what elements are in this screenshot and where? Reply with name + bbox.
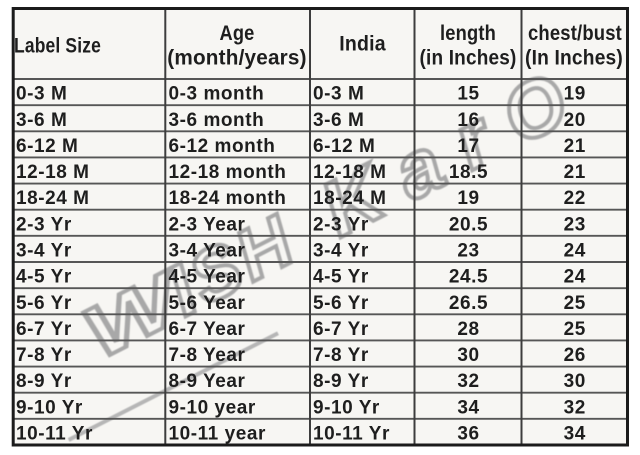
svg-text:3-6 M: 3-6 M [313,110,364,131]
svg-text:length: length [440,22,496,45]
svg-text:12-18 month: 12-18 month [169,162,287,183]
svg-text:25: 25 [564,293,586,314]
svg-text:20.5: 20.5 [449,214,488,235]
svg-text:6-12 M: 6-12 M [16,136,78,157]
svg-text:25: 25 [564,319,586,340]
svg-text:28: 28 [457,319,479,340]
svg-text:24.5: 24.5 [449,267,488,288]
svg-text:0-3 M: 0-3 M [16,84,67,105]
svg-text:2-3 Yr: 2-3 Yr [313,214,369,235]
svg-text:6-12 M: 6-12 M [313,136,375,157]
svg-text:8-9 Yr: 8-9 Yr [313,371,369,392]
svg-text:3-4 Yr: 3-4 Yr [313,241,369,262]
svg-text:Label Size: Label Size [14,35,101,58]
svg-text:5-6 Year: 5-6 Year [169,293,246,314]
svg-text:2-3 Year: 2-3 Year [169,214,246,235]
svg-text:6-7 Year: 6-7 Year [169,319,246,340]
svg-text:5-6 Yr: 5-6 Yr [16,293,72,314]
svg-text:India: India [339,33,386,56]
svg-text:(In Inches): (In Inches) [525,47,623,70]
svg-text:4-5 Yr: 4-5 Yr [313,267,369,288]
svg-text:23: 23 [457,241,479,262]
svg-text:26.5: 26.5 [449,293,488,314]
svg-text:32: 32 [564,397,586,418]
svg-text:18.5: 18.5 [449,162,488,183]
svg-text:23: 23 [564,214,586,235]
svg-text:30: 30 [457,345,479,366]
svg-text:18-24 M: 18-24 M [313,188,387,209]
svg-text:4-5 Yr: 4-5 Yr [16,267,72,288]
svg-text:10-11 Yr: 10-11 Yr [16,424,93,445]
svg-text:26: 26 [564,345,586,366]
svg-text:(month/years): (month/years) [167,47,307,70]
svg-text:9-10 Yr: 9-10 Yr [16,397,83,418]
svg-text:3-6 month: 3-6 month [169,110,265,131]
svg-text:19: 19 [564,84,586,105]
svg-text:6-12 month: 6-12 month [169,136,276,157]
svg-text:24: 24 [564,267,586,288]
svg-text:8-9 Year: 8-9 Year [169,371,246,392]
svg-text:(in Inches): (in Inches) [420,47,517,70]
svg-text:9-10 year: 9-10 year [169,397,256,418]
svg-text:Age: Age [220,22,255,45]
svg-text:10-11 Yr: 10-11 Yr [313,424,390,445]
svg-text:30: 30 [564,371,586,392]
svg-text:12-18 M: 12-18 M [313,162,387,183]
svg-text:3-6 M: 3-6 M [16,110,67,131]
svg-text:3-4 Yr: 3-4 Yr [16,241,72,262]
svg-text:8-9 Yr: 8-9 Yr [16,371,72,392]
svg-text:15: 15 [457,84,479,105]
svg-text:6-7 Yr: 6-7 Yr [16,319,72,340]
svg-text:19: 19 [457,188,479,209]
svg-text:24: 24 [564,241,586,262]
svg-text:10-11 year: 10-11 year [169,424,266,445]
svg-text:17: 17 [457,136,479,157]
svg-text:22: 22 [564,188,586,209]
svg-text:chest/bust: chest/bust [528,22,622,45]
svg-text:6-7 Yr: 6-7 Yr [313,319,369,340]
svg-text:7-8 Year: 7-8 Year [169,345,246,366]
svg-text:12-18 M: 12-18 M [16,162,90,183]
svg-text:16: 16 [457,110,479,131]
svg-text:21: 21 [564,162,586,183]
svg-text:7-8 Yr: 7-8 Yr [16,345,72,366]
svg-text:3-4 Year: 3-4 Year [169,241,246,262]
svg-text:5-6 Yr: 5-6 Yr [313,293,369,314]
svg-text:18-24 month: 18-24 month [169,188,287,209]
svg-text:4-5 Year: 4-5 Year [169,267,246,288]
svg-text:32: 32 [457,371,479,392]
svg-text:0-3 M: 0-3 M [313,84,364,105]
svg-text:0-3 month: 0-3 month [169,84,265,105]
svg-text:2-3 Yr: 2-3 Yr [16,214,72,235]
svg-text:7-8 Yr: 7-8 Yr [313,345,369,366]
svg-text:34: 34 [564,424,586,445]
svg-text:34: 34 [457,397,479,418]
svg-text:21: 21 [564,136,586,157]
svg-text:20: 20 [564,110,586,131]
svg-text:18-24 M: 18-24 M [16,188,90,209]
svg-text:36: 36 [457,424,479,445]
svg-text:9-10 Yr: 9-10 Yr [313,397,380,418]
